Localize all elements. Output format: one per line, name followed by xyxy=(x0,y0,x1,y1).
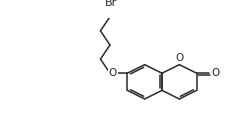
Text: O: O xyxy=(109,68,117,78)
Text: O: O xyxy=(212,68,220,78)
Text: Br: Br xyxy=(104,0,117,9)
Text: O: O xyxy=(175,53,183,63)
